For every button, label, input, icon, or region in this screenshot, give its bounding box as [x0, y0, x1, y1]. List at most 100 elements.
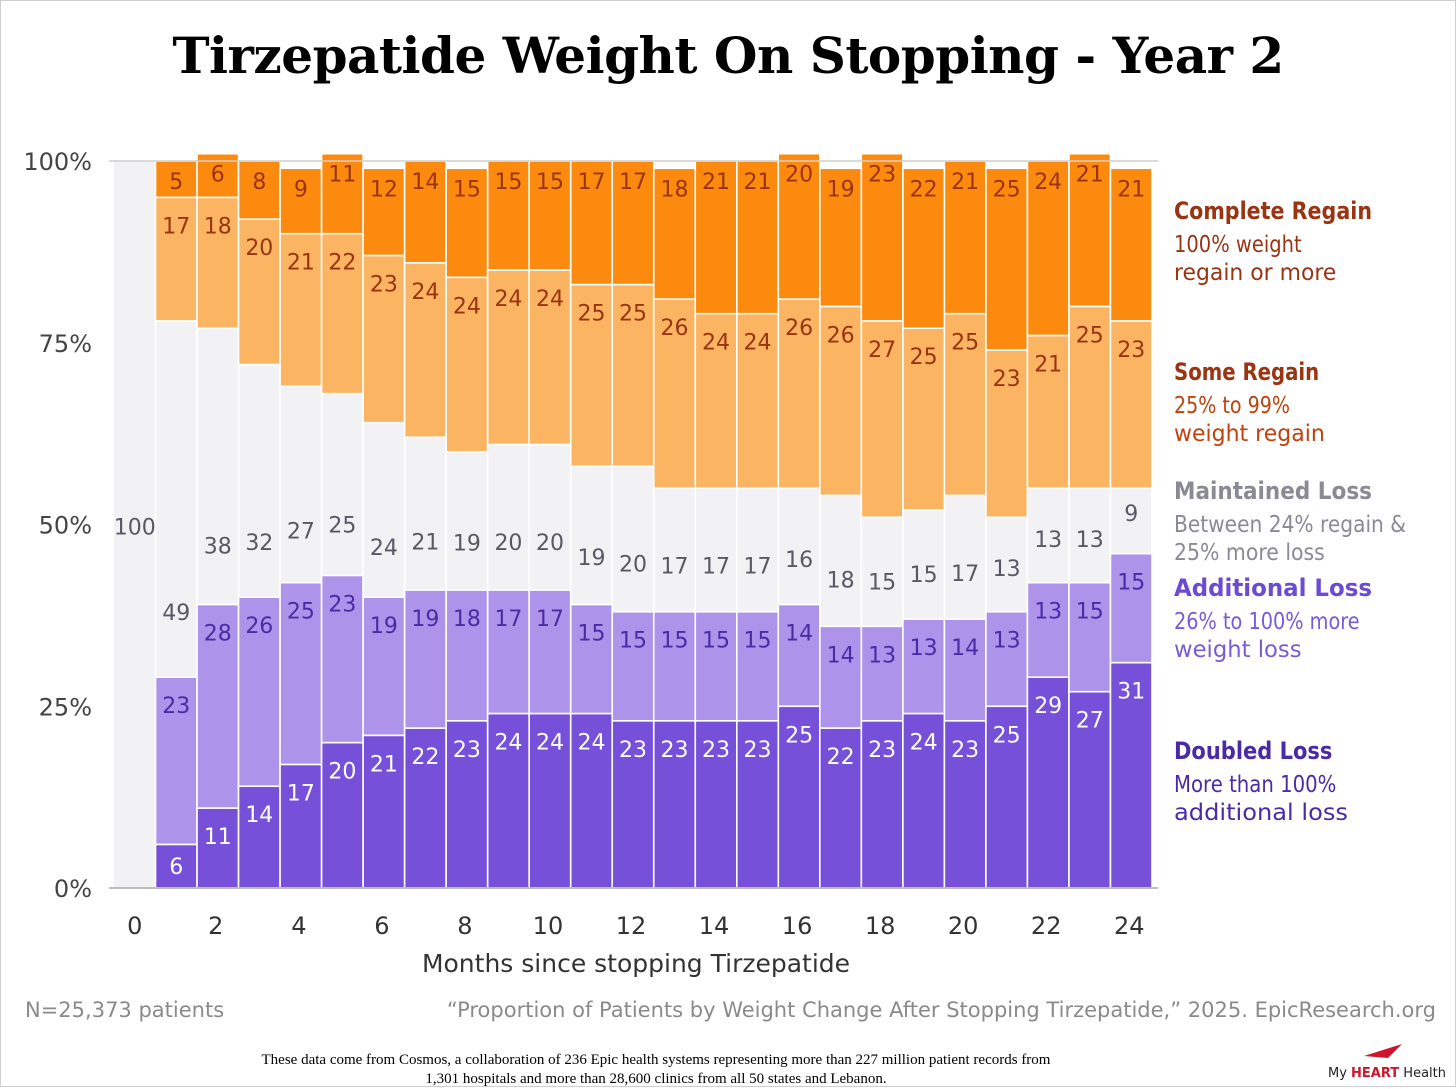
bar-complete-regain-month-24 [1109, 167, 1153, 322]
data-label-some-regain-month-20: 25 [951, 331, 979, 356]
data-label-additional-loss-month-8: 18 [453, 607, 481, 632]
data-label-maintained-loss-month-11: 19 [577, 546, 605, 571]
legend-item-doubled-loss: Doubled Loss More than 100%additional los… [1174, 737, 1348, 826]
data-label-complete-regain-month-3: 8 [252, 170, 266, 195]
data-label-doubled-loss-month-18: 23 [868, 738, 896, 763]
legend-desc-additional-loss-line-2: weight loss [1174, 637, 1302, 663]
data-label-maintained-loss-month-22: 13 [1034, 528, 1062, 553]
x-axis-title: Months since stopping Tirzepatide [422, 949, 850, 978]
data-label-some-regain-month-13: 26 [661, 316, 689, 341]
data-label-doubled-loss-month-3: 14 [245, 803, 273, 828]
bar-some-regain-month-13 [652, 298, 697, 489]
legend-desc-some-regain-line-2: weight regain [1174, 421, 1325, 447]
data-label-some-regain-month-11: 25 [577, 302, 605, 327]
bar-maintained-loss-month-0 [114, 161, 156, 888]
bar-additional-loss-month-2 [196, 603, 240, 809]
x-tick-label-16: 16 [782, 912, 813, 940]
data-label-some-regain-month-15: 24 [744, 331, 772, 356]
data-label-complete-regain-month-2: 6 [211, 163, 225, 188]
data-label-some-regain-month-3: 20 [245, 236, 273, 261]
x-tick-label-10: 10 [533, 912, 564, 940]
data-label-doubled-loss-month-5: 20 [328, 760, 356, 785]
data-label-additional-loss-month-2: 28 [204, 622, 232, 647]
bar-complete-regain-month-9 [486, 160, 530, 271]
data-label-additional-loss-month-12: 15 [619, 629, 647, 654]
bar-maintained-loss-month-5 [320, 392, 364, 577]
bar-some-regain-month-23 [1068, 305, 1112, 489]
data-label-doubled-loss-month-4: 17 [287, 781, 315, 806]
data-label-additional-loss-month-15: 15 [744, 629, 772, 654]
legend-desc-maintained-loss-line-2: 25% more loss [1174, 540, 1325, 566]
data-label-additional-loss-month-6: 19 [370, 614, 398, 639]
legend-desc-doubled-loss-line-1: More than 100% [1174, 772, 1336, 798]
legend-desc-maintained-loss-line-1: Between 24% regain & [1174, 512, 1406, 538]
bar-complete-regain-month-15 [735, 160, 780, 315]
data-label-maintained-loss-month-24: 9 [1124, 502, 1138, 527]
data-label-additional-loss-month-21: 13 [993, 629, 1021, 654]
bar-doubled-loss-month-5 [320, 741, 364, 889]
bar-additional-loss-month-21 [985, 610, 1029, 708]
bar-complete-regain-month-16 [777, 152, 821, 300]
data-label-doubled-loss-month-24: 31 [1117, 680, 1145, 705]
bar-additional-loss-month-20 [943, 618, 987, 722]
data-label-maintained-loss-month-8: 19 [453, 532, 481, 557]
x-tick-label-24: 24 [1114, 912, 1145, 940]
bar-maintained-loss-month-14 [694, 487, 738, 613]
data-label-additional-loss-month-18: 13 [868, 643, 896, 668]
data-label-some-regain-month-24: 23 [1117, 338, 1145, 363]
data-label-some-regain-month-18: 27 [868, 338, 896, 363]
bar-some-regain-month-2 [196, 196, 240, 330]
data-label-additional-loss-month-9: 17 [494, 607, 522, 632]
bar-complete-regain-month-3 [237, 160, 281, 220]
data-label-additional-loss-month-13: 15 [661, 629, 689, 654]
bar-doubled-loss-month-3 [237, 785, 281, 889]
data-label-some-regain-month-9: 24 [494, 287, 522, 312]
legend-title-some-regain: Some Regain [1174, 358, 1319, 386]
data-label-additional-loss-month-22: 13 [1034, 600, 1062, 625]
data-label-doubled-loss-month-19: 24 [910, 731, 938, 756]
data-label-some-regain-month-12: 25 [619, 302, 647, 327]
bar-complete-regain-month-6 [362, 167, 406, 257]
bar-doubled-loss-month-7 [403, 727, 447, 889]
x-tick-label-4: 4 [291, 912, 306, 940]
y-tick-label-50: 50% [39, 512, 92, 540]
data-label-additional-loss-month-3: 26 [245, 614, 273, 639]
data-labels-group: 100 6 23 49 17 5 11 28 38 18 6 14 26 32 20 8 17 25 27 21 9 20… [114, 163, 1145, 881]
data-label-doubled-loss-month-2: 11 [204, 825, 232, 850]
legend-title-doubled-loss: Doubled Loss [1174, 737, 1332, 765]
stacked-bar-chart: 1006234917511283818614263220817252721920… [23, 148, 1406, 978]
x-tick-label-22: 22 [1031, 912, 1062, 940]
bar-doubled-loss-month-18 [860, 719, 904, 889]
bar-maintained-loss-month-2 [196, 327, 240, 606]
source-note: These data come from Cosmos, a collabora… [261, 1052, 1051, 1087]
data-label-maintained-loss-month-5: 25 [328, 513, 356, 538]
data-label-complete-regain-month-9: 15 [494, 170, 522, 195]
bar-some-regain-month-24 [1109, 320, 1153, 489]
bar-doubled-loss-month-12 [611, 719, 655, 889]
data-label-maintained-loss-month-17: 18 [827, 569, 855, 594]
y-tick-label-75: 75% [39, 330, 92, 358]
bar-additional-loss-month-5 [320, 574, 364, 744]
y-tick-label-0: 0% [54, 875, 92, 903]
bar-complete-regain-month-22 [1026, 160, 1070, 337]
data-label-maintained-loss-month-3: 32 [245, 531, 273, 556]
data-label-complete-regain-month-8: 15 [453, 177, 481, 202]
data-label-additional-loss-month-4: 25 [287, 600, 315, 625]
data-label-some-regain-month-5: 22 [328, 251, 356, 276]
data-label-some-regain-month-4: 21 [287, 251, 315, 276]
bar-maintained-loss-month-17 [819, 494, 863, 628]
legend-desc-additional-loss-line-1: 26% to 100% more [1174, 609, 1360, 635]
bar-additional-loss-month-4 [279, 581, 323, 766]
bar-maintained-loss-month-13 [652, 487, 697, 613]
data-label-some-regain-month-23: 25 [1076, 323, 1104, 348]
data-label-maintained-loss-month-1: 49 [162, 601, 190, 626]
legend-desc-doubled-loss-line-2: additional loss [1174, 800, 1348, 826]
bar-maintained-loss-month-18 [860, 516, 904, 628]
bar-maintained-loss-month-9 [486, 443, 530, 591]
bar-complete-regain-month-7 [403, 160, 447, 264]
bar-some-regain-month-14 [694, 312, 738, 489]
data-label-complete-regain-month-21: 25 [993, 177, 1021, 202]
